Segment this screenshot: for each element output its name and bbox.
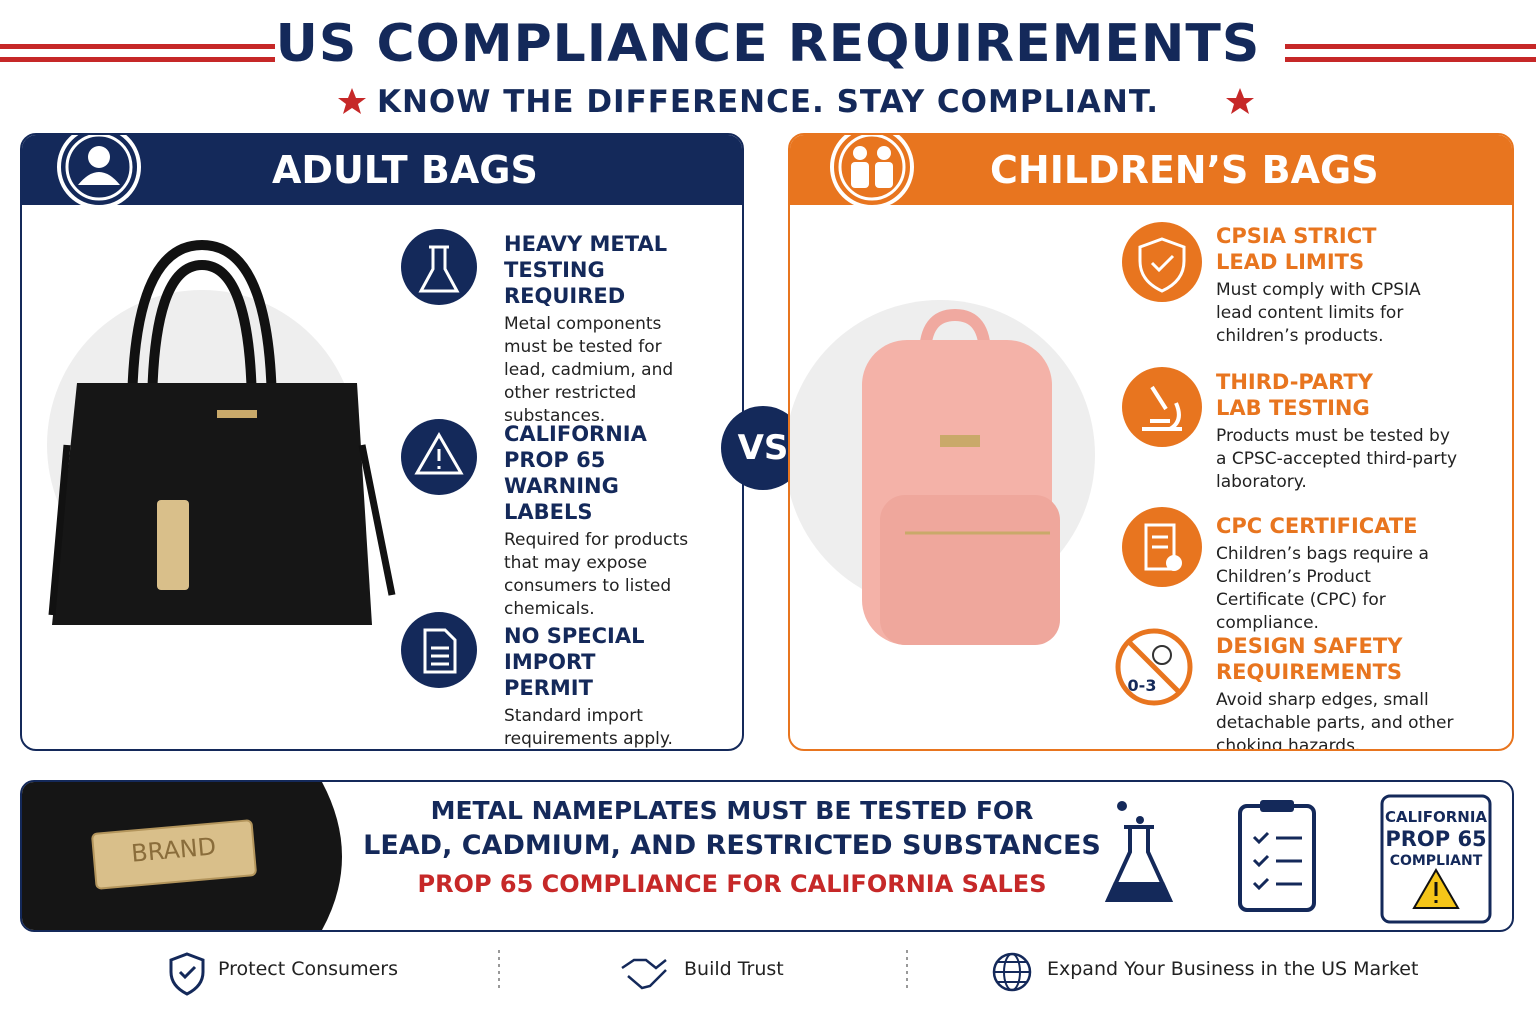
prop65-badge: CALIFORNIA PROP 65 COMPLIANT (1382, 806, 1490, 872)
children-graphics: 0-3 (790, 135, 1202, 706)
banner: BRAND METAL NAMEPLATES MUST BE TESTED FO… (20, 780, 1514, 932)
item-title: CPSIA STRICT LEAD LIMITS (1216, 224, 1377, 274)
footer-item: Expand Your Business in the US Market (1047, 958, 1419, 980)
title: US COMPLIANCE REQUIREMENTS (275, 14, 1261, 74)
footer-item: Build Trust (684, 958, 784, 980)
banner-line: LEAD, CADMIUM, AND RESTRICTED SUBSTANCES (363, 830, 1101, 861)
adult-item: CALIFORNIA PROP 65 WARNING LABELS Require… (504, 421, 709, 621)
footer-icons (169, 950, 1032, 996)
adult-title: ADULT BAGS (22, 135, 742, 205)
children-item: THIRD-PARTY LAB TESTING Products must be … (1216, 369, 1466, 494)
badge-line: COMPLIANT (1389, 853, 1483, 869)
children-item: CPSIA STRICT LEAD LIMITS Must comply with… (1216, 223, 1466, 348)
badge-line: PROP 65 (1385, 827, 1487, 851)
banner-line: PROP 65 COMPLIANCE FOR CALIFORNIA SALES (417, 870, 1047, 898)
age-label: 0-3 (1128, 676, 1157, 695)
item-body: Avoid sharp edges, small detachable part… (1216, 690, 1454, 751)
item-body: Standard import requirements apply. (504, 706, 673, 749)
children-panel: CHILDREN’S BAGS 0-3 CPSIA STRICT LEAD LI… (788, 133, 1514, 751)
item-title: CALIFORNIA PROP 65 WARNING LABELS (504, 422, 647, 524)
item-title: DESIGN SAFETY REQUIREMENTS (1216, 634, 1403, 684)
adult-panel: ADULT BAGS HEAVY METAL TESTING REQUIRED M… (20, 133, 744, 751)
adult-item: HEAVY METAL TESTING REQUIRED Metal compon… (504, 231, 714, 428)
adult-graphics (47, 135, 477, 688)
item-body: Children’s bags require a Children’s Pro… (1216, 544, 1429, 633)
item-body: Metal components must be tested for lead… (504, 314, 674, 426)
item-title: HEAVY METAL TESTING REQUIRED (504, 232, 668, 308)
item-title: CPC CERTIFICATE (1216, 514, 1418, 538)
children-item: DESIGN SAFETY REQUIREMENTS Avoid sharp ed… (1216, 633, 1466, 751)
item-body: Products must be tested by a CPSC-accept… (1216, 426, 1458, 492)
banner-line: METAL NAMEPLATES MUST BE TESTED FOR (430, 796, 1034, 825)
badge-line: CALIFORNIA (1384, 808, 1488, 826)
adult-item: NO SPECIAL IMPORT PERMIT Standard import … (504, 623, 689, 749)
header-decor (0, 44, 1536, 114)
item-title: THIRD-PARTY LAB TESTING (1216, 370, 1373, 420)
subtitle: KNOW THE DIFFERENCE. STAY COMPLIANT. (376, 84, 1160, 120)
footer-item: Protect Consumers (218, 958, 398, 980)
item-body: Required for products that may expose co… (504, 530, 689, 619)
banner-graphics: BRAND (22, 782, 1492, 930)
children-item: CPC CERTIFICATE Children’s bags require a… (1216, 513, 1466, 635)
item-body: Must comply with CPSIA lead content limi… (1216, 280, 1421, 346)
item-title: NO SPECIAL IMPORT PERMIT (504, 624, 645, 700)
